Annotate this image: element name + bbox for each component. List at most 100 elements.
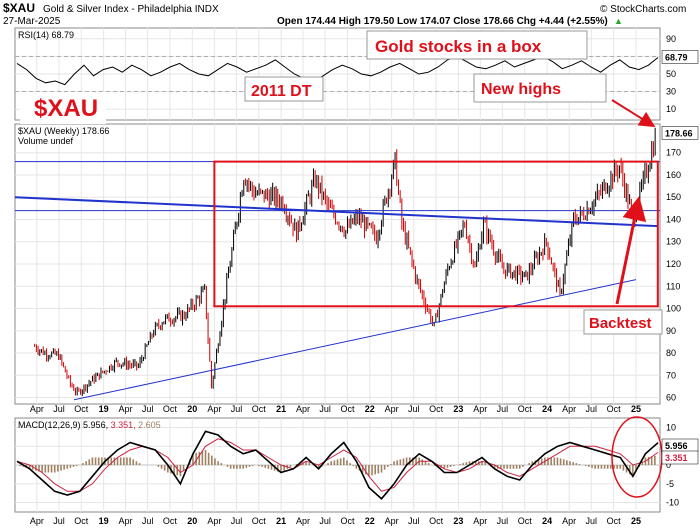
y-tick-label: -10 [666, 498, 679, 508]
x-tick-label: Apr [473, 404, 487, 414]
dt-label-box [244, 76, 324, 102]
signal-last-value: 3.351 [665, 453, 688, 463]
chart-symbol: $XAU [3, 1, 35, 15]
x-tick-label: Oct [429, 516, 444, 526]
x-tick-label: 24 [542, 516, 552, 526]
x-tick-label: Apr [562, 404, 576, 414]
ohlc-readout: Open 174.44 High 179.50 Low 174.07 Close… [277, 16, 608, 27]
x-tick-label: Jul [53, 404, 65, 414]
backtest-box [583, 309, 663, 335]
x-tick-label: 19 [99, 516, 109, 526]
y-tick-label: 120 [666, 259, 681, 269]
x-tick-label: Apr [296, 516, 310, 526]
x-tick-label: Apr [473, 516, 487, 526]
x-tick-label: Oct [518, 516, 533, 526]
x-tick-label: Oct [74, 404, 89, 414]
x-tick-label: Jul [319, 516, 331, 526]
backtest-arrow [615, 196, 647, 305]
y-tick-label: 90 [666, 326, 676, 336]
volume-legend: Volume undef [18, 136, 74, 146]
x-tick-label: Apr [385, 404, 399, 414]
x-tick-label: Oct [163, 516, 178, 526]
y-tick-label: 50 [666, 69, 676, 79]
y-tick-label: 110 [666, 281, 680, 291]
signal-last-value-bg [661, 450, 699, 465]
x-tick-label: Oct [429, 404, 444, 414]
y-tick-label: 60 [666, 393, 676, 403]
title-annotation: Gold stocks in a box [375, 37, 542, 56]
backtest-annotation: Backtest [589, 315, 652, 332]
y-tick-label: 100 [666, 304, 681, 314]
big-symbol-bg [20, 92, 106, 124]
x-tick-label: Apr [385, 516, 399, 526]
dt-label-annotation: 2011 DT [251, 83, 312, 100]
x-tick-label: 20 [187, 404, 197, 414]
source-credit: © StockCharts.com [600, 4, 686, 15]
chart-date: 27-Mar-2025 [3, 16, 61, 27]
big-symbol-annotation: $XAU [34, 95, 98, 122]
title-box [366, 30, 588, 60]
new-highs-box [473, 73, 607, 103]
macd-series [15, 430, 660, 500]
x-tick-label: Apr [207, 516, 221, 526]
last-value-tags: 68.79 178.66 5.956 3.351 [661, 50, 699, 465]
x-tick-label: Apr [30, 404, 44, 414]
x-tick-label: Jul [586, 516, 598, 526]
x-tick-label: Jul [319, 404, 331, 414]
y-tick-label: 140 [666, 214, 681, 224]
y-tick-label: 150 [666, 192, 681, 202]
y-tick-label: 170 [666, 148, 681, 158]
price-legend: $XAU (Weekly) 178.66 [18, 126, 109, 136]
x-tick-label: Apr [118, 404, 132, 414]
price-last-value: 178.66 [665, 128, 693, 138]
x-tick-label: Apr [296, 404, 310, 414]
x-tick-label: Jul [53, 516, 65, 526]
x-tick-label: Oct [163, 404, 178, 414]
x-tick-label: 19 [99, 404, 109, 414]
y-tick-label: 160 [666, 170, 681, 180]
y-tick-label: 30 [666, 87, 676, 97]
x-tick-label: Apr [30, 516, 44, 526]
y-tick-label: 80 [666, 348, 676, 358]
uptrend-support-line [73, 279, 637, 401]
x-tick-label: Oct [340, 404, 355, 414]
x-tick-label: Oct [252, 516, 267, 526]
x-tick-label: Jul [408, 516, 420, 526]
x-tick-label: Oct [340, 516, 355, 526]
x-tick-label: 22 [365, 404, 375, 414]
x-tick-label: 23 [453, 516, 463, 526]
signal-line [16, 438, 659, 492]
chart-overlays [14, 160, 660, 401]
x-tick-label: Jul [497, 404, 509, 414]
axis-ticks: Apr Apr Jul Jul Oct Oct 19 19 Apr Apr Jul Jul Oct Oct… [30, 34, 681, 526]
chart-name: Gold & Silver Index - Philadelphia INDX [43, 4, 219, 15]
x-tick-label: Oct [607, 404, 622, 414]
rsi-last-value: 68.79 [665, 52, 688, 62]
y-tick-label: 130 [666, 237, 681, 247]
x-tick-label: Jul [586, 404, 598, 414]
x-tick-label: Jul [231, 516, 243, 526]
x-tick-label: 23 [453, 404, 463, 414]
rsi-legend: RSI(14) 68.79 [18, 30, 74, 40]
x-tick-label: 24 [542, 404, 552, 414]
x-tick-label: Oct [252, 404, 267, 414]
y-tick-label: 70 [666, 370, 676, 380]
x-tick-label: Jul [231, 404, 243, 414]
macd-line [16, 430, 659, 500]
x-tick-label: 25 [631, 404, 641, 414]
x-tick-label: Oct [607, 516, 622, 526]
macd-legend: MACD(12,26,9) 5.956, 3.351, 2.605 [18, 420, 161, 430]
x-tick-label: Oct [518, 404, 533, 414]
x-tick-label: 25 [631, 516, 641, 526]
new-highs-annotation: New highs [481, 81, 561, 98]
y-tick-label: 0 [666, 460, 671, 470]
x-tick-label: Jul [408, 404, 420, 414]
y-tick-label: 90 [666, 34, 676, 44]
x-tick-label: Jul [142, 404, 154, 414]
x-tick-label: Apr [207, 404, 221, 414]
downtrend-line [14, 196, 658, 228]
price-series [34, 127, 656, 396]
y-tick-label: 10 [666, 423, 676, 433]
rsi-line [16, 55, 659, 86]
